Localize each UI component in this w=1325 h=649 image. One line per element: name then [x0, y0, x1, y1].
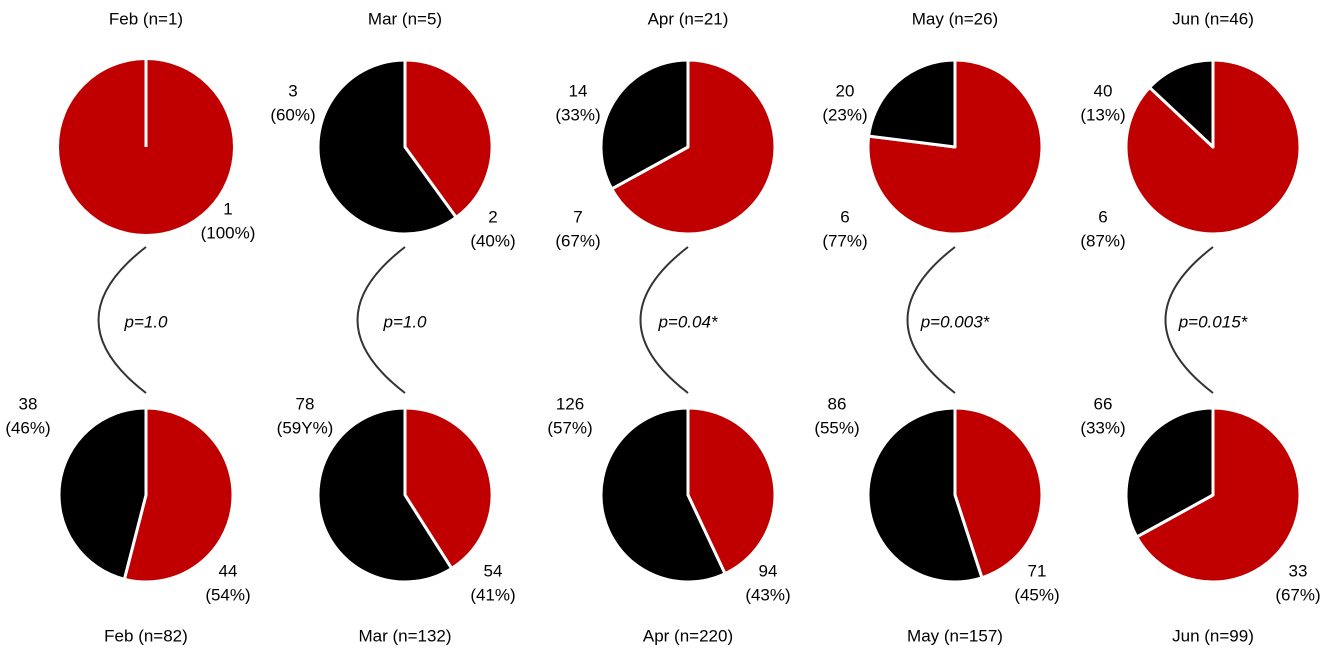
p-value: p=1.0 — [382, 312, 427, 331]
value-label: (13%) — [1080, 105, 1125, 124]
count-label: 14 — [569, 81, 588, 100]
count-label: 78 — [296, 394, 315, 413]
count-label: 66 — [1094, 394, 1113, 413]
count-label: 71 — [1028, 561, 1047, 580]
value-label: (59Y%) — [277, 418, 334, 437]
pie-slice — [1124, 406, 1215, 539]
value-label: (40%) — [470, 231, 515, 250]
pie-title: Apr (n=220) — [643, 626, 733, 645]
pie-slice — [599, 406, 727, 584]
count-label: 44 — [219, 561, 238, 580]
value-label: (57%) — [547, 418, 592, 437]
value-label: (46%) — [5, 418, 50, 437]
pie-title: Feb (n=82) — [104, 626, 188, 645]
value-label: (33%) — [1080, 418, 1125, 437]
pie-slice — [1135, 406, 1302, 584]
count-label: 1 — [223, 199, 232, 218]
count-label: 86 — [828, 394, 847, 413]
pie-slice — [316, 406, 454, 584]
value-label: (60%) — [270, 105, 315, 124]
pie-slice — [686, 406, 777, 576]
value-label: (55%) — [814, 418, 859, 437]
value-label: (43%) — [745, 585, 790, 604]
pie-slice — [57, 406, 148, 581]
count-label: 94 — [759, 561, 778, 580]
value-label: (54%) — [205, 585, 250, 604]
value-label: (33%) — [555, 105, 600, 124]
count-label: 3 — [288, 81, 297, 100]
pie-slice — [316, 58, 458, 236]
pie-slice — [403, 58, 494, 219]
value-label: (23%) — [822, 105, 867, 124]
value-label: (41%) — [470, 585, 515, 604]
pie-title: Mar (n=132) — [358, 626, 451, 645]
pie-title: Jun (n=99) — [1172, 626, 1254, 645]
p-value: p=0.003* — [920, 312, 991, 331]
count-label: 54 — [484, 561, 503, 580]
value-label: (100%) — [201, 223, 256, 242]
count-label: 40 — [1094, 81, 1113, 100]
pie-slice — [866, 406, 984, 584]
pie-slice — [953, 406, 1044, 580]
value-label: (67%) — [555, 231, 600, 250]
pie-slice — [1148, 58, 1215, 149]
p-value: p=1.0 — [123, 312, 168, 331]
connector — [97, 246, 147, 394]
count-label: 38 — [19, 394, 38, 413]
pie-slice — [867, 58, 957, 149]
value-label: (45%) — [1014, 585, 1059, 604]
connector — [1164, 246, 1214, 394]
pie-slice — [599, 58, 690, 191]
value-label: (67%) — [1275, 585, 1320, 604]
count-label: 6 — [840, 207, 849, 226]
count-label: 20 — [836, 81, 855, 100]
pie-slice — [610, 58, 777, 236]
pie-title: May (n=157) — [907, 626, 1003, 645]
count-label: 7 — [573, 207, 582, 226]
pie-title: May (n=26) — [912, 9, 998, 28]
pie-title: Apr (n=21) — [648, 9, 729, 28]
pie-slice — [122, 406, 235, 584]
connector — [639, 246, 689, 394]
count-label: 6 — [1098, 207, 1107, 226]
pie-title: Mar (n=5) — [368, 9, 442, 28]
p-value: p=0.015* — [1178, 312, 1249, 331]
count-label: 33 — [1289, 561, 1308, 580]
pie-title: Feb (n=1) — [109, 9, 183, 28]
count-label: 2 — [488, 207, 497, 226]
connector — [356, 246, 406, 394]
value-label: (77%) — [822, 231, 867, 250]
connector — [906, 246, 956, 394]
count-label: 126 — [556, 394, 584, 413]
pie-title: Jun (n=46) — [1172, 9, 1254, 28]
p-value: p=0.04* — [657, 312, 718, 331]
value-label: (87%) — [1080, 231, 1125, 250]
